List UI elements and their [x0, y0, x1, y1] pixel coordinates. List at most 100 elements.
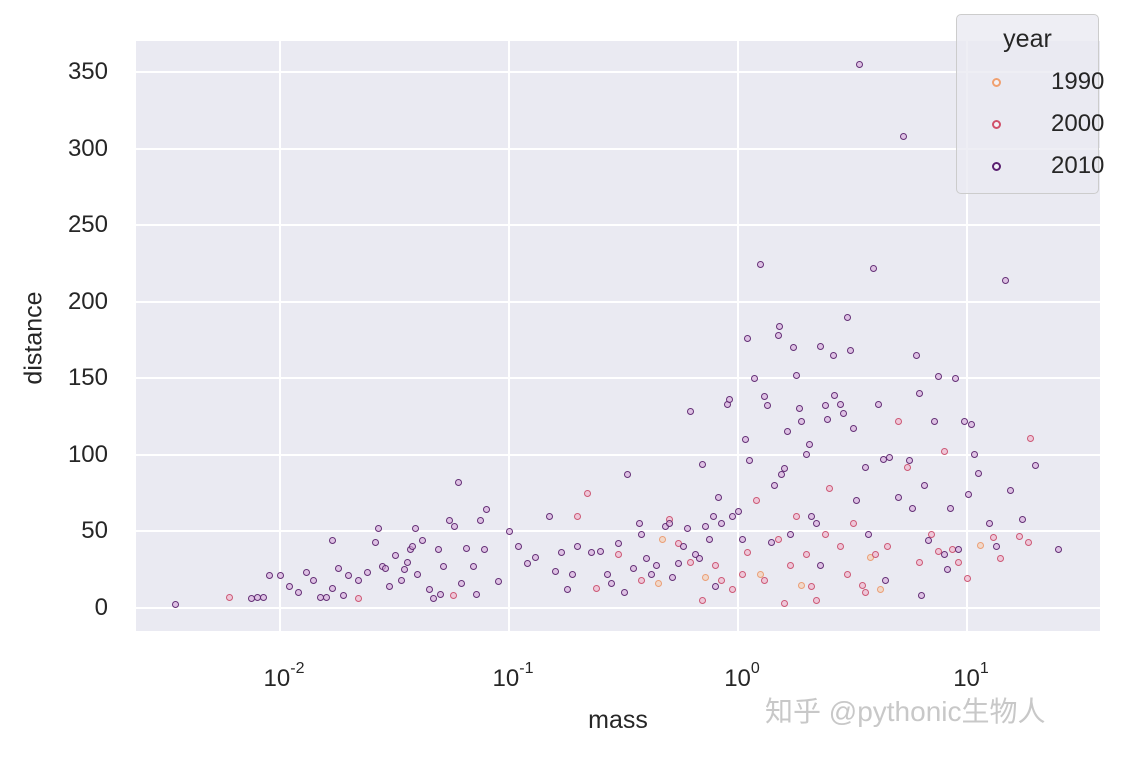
data-point-2010	[451, 523, 459, 531]
data-point-2010	[817, 342, 825, 350]
data-point-2000	[760, 576, 768, 584]
data-point-2010	[476, 517, 484, 525]
data-point-2000	[821, 530, 829, 538]
data-point-2000	[787, 561, 795, 569]
data-point-2000	[592, 584, 600, 592]
data-point-2010	[714, 494, 722, 502]
data-point-2010	[495, 578, 503, 586]
data-point-2010	[329, 537, 337, 545]
data-point-2000	[449, 592, 457, 600]
watermark: 知乎 @pythonic生物人	[765, 696, 1046, 727]
data-point-2010	[734, 508, 742, 516]
legend-marker-icon	[992, 120, 1001, 129]
data-point-2010	[760, 393, 768, 401]
data-point-2010	[829, 351, 837, 359]
data-point-2010	[354, 576, 362, 584]
data-point-2010	[454, 478, 462, 486]
data-point-2010	[329, 584, 337, 592]
data-point-2010	[691, 550, 699, 558]
data-point-2010	[545, 512, 553, 520]
data-point-2010	[917, 592, 925, 600]
data-point-2010	[869, 264, 877, 272]
data-point-2010	[401, 566, 409, 574]
data-point-2010	[745, 457, 753, 465]
data-point-2010	[881, 576, 889, 584]
data-point-2010	[729, 512, 737, 520]
data-point-2010	[739, 535, 747, 543]
data-point-2010	[531, 553, 539, 561]
x-gridline	[966, 41, 968, 631]
data-point-2000	[752, 497, 760, 505]
data-point-2010	[726, 396, 734, 404]
data-point-2000	[989, 534, 997, 542]
data-point-2010	[514, 543, 522, 551]
data-point-2010	[276, 572, 284, 580]
data-point-2010	[965, 491, 973, 499]
data-point-2000	[915, 558, 923, 566]
data-point-2010	[569, 570, 577, 578]
plot-area	[136, 41, 1100, 631]
data-point-2010	[260, 593, 268, 601]
data-point-2000	[1024, 538, 1032, 546]
data-point-2000	[808, 583, 816, 591]
legend: year 1990 2000 2010	[956, 14, 1104, 194]
data-point-2010	[1019, 515, 1027, 523]
data-point-2010	[696, 555, 704, 563]
data-point-2010	[705, 535, 713, 543]
data-point-2010	[821, 402, 829, 410]
data-point-2010	[886, 454, 894, 462]
data-point-2010	[552, 567, 560, 575]
data-point-2010	[419, 537, 427, 545]
data-point-2010	[808, 512, 816, 520]
data-point-2000	[861, 589, 869, 597]
data-point-2010	[385, 583, 393, 591]
data-point-2010	[701, 523, 709, 531]
data-point-2010	[574, 543, 582, 551]
y-gridline	[136, 147, 1100, 150]
data-point-2010	[1007, 486, 1015, 494]
data-point-2010	[861, 463, 869, 471]
data-point-2010	[712, 583, 720, 591]
data-point-2010	[1032, 462, 1040, 470]
legend-label: 1990	[1051, 68, 1105, 95]
data-point-2010	[864, 530, 872, 538]
data-point-2010	[853, 497, 861, 505]
data-point-2010	[323, 593, 331, 601]
data-point-2010	[669, 573, 677, 581]
x-gridline	[279, 41, 281, 631]
data-point-2000	[948, 546, 956, 554]
data-point-2000	[803, 550, 811, 558]
data-point-2010	[398, 576, 406, 584]
data-point-2000	[739, 570, 747, 578]
data-point-2010	[604, 570, 612, 578]
data-point-2010	[771, 481, 779, 489]
data-point-2010	[436, 590, 444, 598]
data-point-2000	[928, 530, 936, 538]
data-point-2000	[884, 543, 892, 551]
data-point-2010	[675, 560, 683, 568]
data-point-2010	[409, 543, 417, 551]
data-point-2000	[843, 570, 851, 578]
y-gridline	[136, 607, 1100, 609]
data-point-2010	[900, 132, 908, 140]
data-point-2010	[974, 469, 982, 477]
data-point-2010	[843, 313, 851, 321]
data-point-2010	[375, 524, 383, 532]
data-point-2000	[850, 520, 858, 528]
data-point-2010	[831, 391, 839, 399]
y-tick-label: 200	[67, 287, 108, 315]
data-point-1990	[655, 579, 663, 587]
legend-label: 2010	[1051, 152, 1105, 179]
data-point-2010	[920, 481, 928, 489]
legend-label: 2000	[1051, 110, 1105, 137]
x-tick-label: 10-1	[492, 660, 534, 692]
data-point-2010	[803, 451, 811, 459]
data-point-1990	[798, 581, 806, 589]
data-point-2000	[859, 581, 867, 589]
data-point-2010	[817, 561, 825, 569]
data-point-2010	[767, 538, 775, 546]
y-tick-label: 350	[67, 58, 108, 85]
data-point-2010	[414, 570, 422, 578]
data-point-2000	[614, 550, 622, 558]
data-point-2010	[915, 390, 923, 398]
